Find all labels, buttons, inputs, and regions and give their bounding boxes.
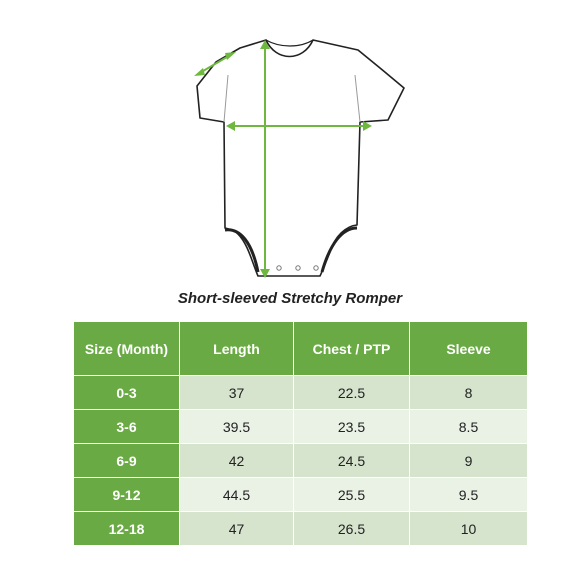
size-chart-table: Size (Month) Length Chest / PTP Sleeve 0… (73, 321, 528, 546)
header-sleeve: Sleeve (409, 321, 528, 376)
header-chest: Chest / PTP (293, 321, 410, 376)
chest-cell: 23.5 (293, 409, 410, 444)
length-cell: 39.5 (179, 409, 294, 444)
size-cell: 6-9 (73, 443, 180, 478)
chest-cell: 22.5 (293, 375, 410, 410)
length-cell: 42 (179, 443, 294, 478)
length-measure-arrow (260, 40, 270, 278)
size-cell: 12-18 (73, 511, 180, 546)
sleeve-measure-arrow (194, 52, 236, 76)
size-cell: 3-6 (73, 409, 180, 444)
right-sleeve-seam (354, 74, 361, 123)
sleeve-cell: 8.5 (409, 409, 528, 444)
chest-cell: 24.5 (293, 443, 410, 478)
size-cell: 0-3 (73, 375, 180, 410)
table-row: 3-6 39.5 23.5 8.5 (73, 409, 528, 444)
chest-cell: 25.5 (293, 477, 410, 512)
table-row: 6-9 42 24.5 9 (73, 443, 528, 478)
snap-button (276, 265, 282, 271)
header-length: Length (179, 321, 294, 376)
header-size: Size (Month) (73, 321, 180, 376)
sleeve-cell: 10 (409, 511, 528, 546)
left-sleeve-seam (223, 74, 229, 123)
table-header-row: Size (Month) Length Chest / PTP Sleeve (73, 321, 528, 376)
table-row: 12-18 47 26.5 10 (73, 511, 528, 546)
table-row: 9-12 44.5 25.5 9.5 (73, 477, 528, 512)
product-caption: Short-sleeved Stretchy Romper (177, 290, 403, 307)
length-cell: 47 (179, 511, 294, 546)
right-leg-trim (320, 226, 358, 273)
sleeve-cell: 9.5 (409, 477, 528, 512)
sleeve-cell: 9 (409, 443, 528, 478)
sleeve-cell: 8 (409, 375, 528, 410)
size-cell: 9-12 (73, 477, 180, 512)
chest-cell: 26.5 (293, 511, 410, 546)
table-row: 0-3 37 22.5 8 (73, 375, 528, 410)
collar-line (265, 39, 314, 47)
snap-button (295, 265, 301, 271)
chest-measure-arrow (226, 121, 372, 131)
length-cell: 44.5 (179, 477, 294, 512)
snap-button (313, 265, 319, 271)
left-leg-trim (224, 228, 260, 273)
length-cell: 37 (179, 375, 294, 410)
romper-illustration (194, 39, 405, 278)
